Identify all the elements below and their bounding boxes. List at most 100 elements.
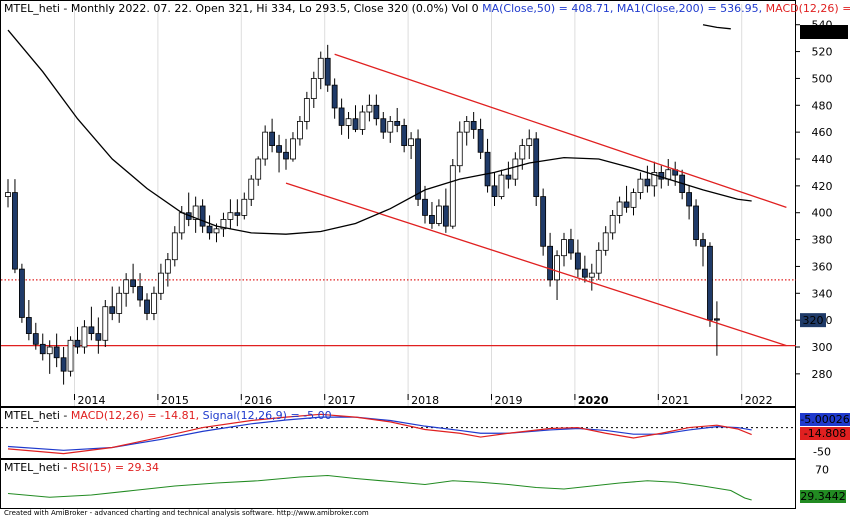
candle-body <box>693 205 699 240</box>
candle-body <box>178 212 185 234</box>
candle-body <box>700 239 706 247</box>
rsi-header-value: RSI(15) = 29.34 <box>71 461 159 474</box>
macd-tag-text: -14.808 <box>804 427 846 440</box>
candle-body <box>373 104 380 120</box>
signal-line <box>7 416 752 451</box>
candle-body <box>575 252 581 270</box>
candle-body <box>192 205 199 220</box>
header-ma50: MA(Close,50) = 408.71, <box>482 2 613 15</box>
candle-body <box>60 357 67 372</box>
price-candles <box>5 44 720 385</box>
candle-body <box>32 333 39 345</box>
candle-body <box>39 343 46 355</box>
candle-body <box>470 121 477 130</box>
candle-body <box>540 196 547 247</box>
horizontal-levels <box>1 279 796 347</box>
candle-body <box>623 201 630 208</box>
candle-body <box>227 212 234 220</box>
x-tick-label-2021: 2021 <box>661 394 689 407</box>
candle-body <box>477 129 484 153</box>
candle-body <box>512 158 519 180</box>
price-pane-frame <box>0 0 796 407</box>
y-tick-label: 460 <box>812 126 833 139</box>
candle-body <box>533 138 540 198</box>
candle-body <box>123 279 130 294</box>
candle-body <box>345 118 352 126</box>
price-header: MTEL_heti - Monthly 2022. 07. 22. Open 3… <box>4 2 850 15</box>
header-symbol: MTEL_heti - Monthly 2022. 07. 22. Open 3… <box>4 2 479 15</box>
header-macd: MACD(12,26) = -14. <box>766 2 850 15</box>
channel-upper-line <box>334 53 787 208</box>
signal-tag-text: -5.00026 <box>800 413 849 426</box>
candle-body <box>554 255 560 281</box>
candle-body <box>324 57 331 86</box>
candle-body <box>714 318 720 321</box>
candle-body <box>435 205 442 224</box>
macd-pane: -50 -5.00026-14.808 <box>1 413 850 458</box>
ma200-tag-box <box>800 25 848 39</box>
candle-body <box>109 306 116 314</box>
candle-body <box>498 174 505 198</box>
candle-body <box>157 272 164 294</box>
candle-body <box>644 178 651 187</box>
candle-body <box>380 118 387 133</box>
candle-body <box>630 192 637 208</box>
candle-body <box>359 111 366 130</box>
candle-body <box>164 259 171 274</box>
macd-header-macd: MACD(12,26) = -14.81, <box>71 409 199 422</box>
macd-tag-box <box>800 427 850 440</box>
candle-body <box>568 239 574 254</box>
candle-body <box>463 121 470 133</box>
candle-body <box>213 228 220 234</box>
y-tick-label: 280 <box>812 368 833 381</box>
footer-credit: Created with AmiBroker - advanced charti… <box>4 509 369 517</box>
candle-body <box>262 131 269 160</box>
candle-body <box>595 249 602 274</box>
y-tick-label: 380 <box>812 234 833 247</box>
candle-body <box>484 151 491 187</box>
macd-pane-frame <box>0 407 796 459</box>
year-gridlines <box>74 4 743 406</box>
candle-body <box>602 232 609 251</box>
candle-body <box>491 185 498 198</box>
x-tick-label-2020: 2020 <box>578 394 609 407</box>
channel-lower-line <box>285 182 787 347</box>
candle-body <box>67 339 74 372</box>
candle-body <box>303 98 310 122</box>
candle-body <box>283 151 289 160</box>
candle-body <box>88 326 95 334</box>
candle-body <box>12 192 18 270</box>
candle-body <box>95 333 102 341</box>
rsi-header-symbol: MTEL_heti - <box>4 461 67 474</box>
rsi-y-tick-label: 70 <box>815 464 829 477</box>
candle-body <box>609 214 616 234</box>
candle-body <box>18 268 25 318</box>
ma200-line <box>702 24 731 30</box>
macd-header-symbol: MTEL_heti - <box>4 409 67 422</box>
y-tick-label: 500 <box>812 72 833 85</box>
candle-body <box>547 245 553 281</box>
price-y-axis: 280 300 320 340 360 380 400 420 440 460 480 500 520 5… <box>796 19 848 381</box>
x-tick-label-2014: 2014 <box>78 394 106 407</box>
candle-body <box>422 198 428 216</box>
candle-body <box>310 78 317 99</box>
macd-header: MTEL_heti - MACD(12,26) = -14.81, Signal… <box>4 409 332 422</box>
candle-body <box>248 178 255 200</box>
x-tick-label-2017: 2017 <box>328 394 356 407</box>
candle-body <box>81 326 88 348</box>
last-close-tag-box <box>800 313 826 328</box>
candle-body <box>505 174 512 180</box>
x-tick-label-2016: 2016 <box>244 394 272 407</box>
y-tick-label: 440 <box>812 153 833 166</box>
ma200-tag-text: 536.945 <box>801 26 847 39</box>
candle-body <box>144 299 150 314</box>
candle-body <box>137 286 143 301</box>
candle-body <box>415 138 421 200</box>
candle-body <box>637 178 644 193</box>
candle-body <box>331 84 338 109</box>
candle-body <box>199 205 206 227</box>
x-tick-label-2018: 2018 <box>411 394 439 407</box>
time-x-axis: 2014 2015 2016 2017 2018 2019 2020 2021 2022 <box>74 394 773 407</box>
candle-body <box>206 225 213 234</box>
